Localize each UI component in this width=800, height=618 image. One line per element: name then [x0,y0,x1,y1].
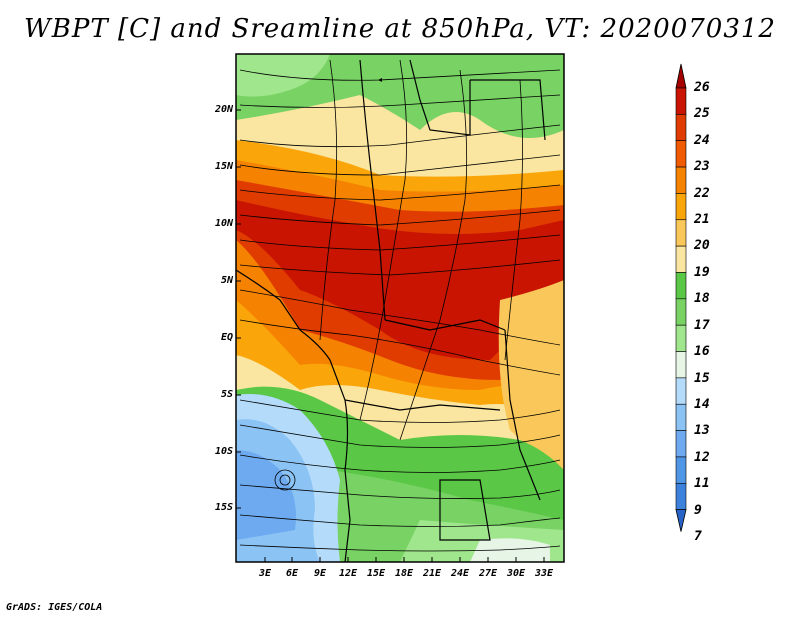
colorbar-swatch [675,114,687,142]
colorbar-swatch [675,87,687,115]
lat-label: 10S [214,446,233,457]
streamlines [239,59,561,552]
lat-label: 5N [220,275,233,286]
colorbar-label: 11 [694,476,710,492]
colorbar-top-arrow [675,63,687,89]
colorbar-label: 17 [694,317,710,333]
colorbar-label: 16 [694,344,710,360]
colorbar-bottom-arrow [675,509,687,532]
colorbar-label: 23 [694,159,710,175]
colorbar-swatch [675,324,687,352]
lon-label: 15E [366,568,386,579]
colorbar-swatch [675,219,687,247]
colorbar-swatch [675,377,687,405]
lon-label: 9E [313,568,327,579]
country-borders [236,59,546,562]
colorbar-label: 25 [694,106,710,122]
map-title: WBPT [C] and Sreamline at 850hPa, VT: 20… [24,14,776,44]
lon-label: 21E [422,568,442,579]
colorbar-swatch [675,193,687,221]
lat-label: 20N [214,104,233,115]
lon-label: 12E [338,568,358,579]
colorbar-swatch [675,403,687,431]
lat-label: 15S [214,502,233,513]
colorbar-label: 14 [694,396,710,412]
lat-label: 10N [214,218,233,229]
lon-label: 33E [534,568,554,579]
colorbar-swatch [675,351,687,379]
colorbar-swatch [675,430,687,458]
lat-label: EQ [220,332,233,343]
lon-label: 3E [258,568,272,579]
lon-label: 6E [285,568,299,579]
colorbar-swatch [675,456,687,484]
colorbar-label: 21 [694,212,710,228]
colorbar-label: 22 [694,185,710,201]
colorbar-swatch [675,482,687,510]
lat-label: 5S [220,389,233,400]
colorbar-swatch [675,272,687,300]
colorbar-label: 24 [694,132,710,148]
colorbar-label: 7 [694,529,702,544]
colorbar-label: 19 [694,264,710,280]
colorbar-label: 9 [694,502,702,518]
credit-text: GrADS: IGES/COLA [6,602,103,613]
map-frame [235,53,565,563]
lon-label: 27E [478,568,498,579]
colorbar-swatch [675,166,687,194]
colorbar-label: 15 [694,370,710,386]
colorbar [675,63,687,532]
lon-label: 24E [450,568,470,579]
colorbar-label: 13 [694,423,710,439]
lon-label: 18E [394,568,414,579]
colorbar-label: 18 [694,291,710,307]
colorbar-label: 20 [694,238,710,254]
lat-label: 15N [214,161,233,172]
map-field [236,54,564,562]
colorbar-label: 26 [694,80,710,95]
lon-label: 30E [506,568,526,579]
colorbar-swatch [675,298,687,326]
colorbar-swatch [675,140,687,168]
colorbar-label: 12 [694,449,710,465]
axis-ticks [236,109,545,562]
colorbar-swatch [675,245,687,273]
